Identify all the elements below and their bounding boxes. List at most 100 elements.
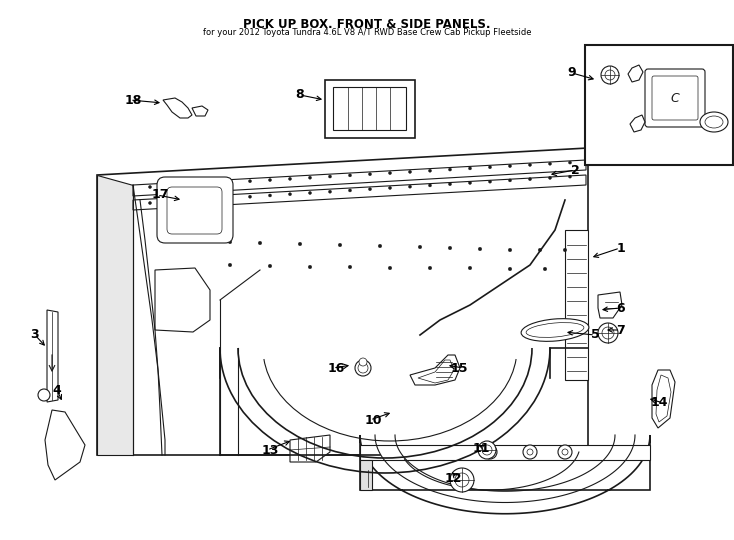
Circle shape: [543, 267, 547, 271]
Text: 18: 18: [125, 93, 142, 106]
Polygon shape: [360, 435, 650, 514]
Circle shape: [558, 445, 572, 459]
Circle shape: [338, 243, 342, 247]
Circle shape: [378, 244, 382, 248]
Circle shape: [148, 186, 151, 188]
Ellipse shape: [526, 322, 584, 338]
Polygon shape: [155, 268, 210, 332]
Circle shape: [249, 195, 252, 198]
Ellipse shape: [705, 116, 723, 128]
Text: 1: 1: [617, 241, 625, 254]
Circle shape: [308, 192, 311, 194]
Circle shape: [329, 175, 332, 178]
Circle shape: [228, 240, 232, 244]
Text: 14: 14: [650, 396, 668, 409]
Circle shape: [527, 449, 533, 455]
Circle shape: [509, 165, 512, 167]
Circle shape: [409, 185, 412, 188]
Ellipse shape: [700, 112, 728, 132]
Circle shape: [388, 172, 391, 174]
Circle shape: [487, 449, 493, 455]
Circle shape: [308, 265, 312, 269]
Circle shape: [528, 178, 531, 181]
Text: C: C: [671, 91, 680, 105]
Circle shape: [468, 181, 471, 184]
Circle shape: [605, 70, 615, 80]
Text: 15: 15: [451, 361, 468, 375]
Circle shape: [269, 194, 272, 197]
FancyBboxPatch shape: [652, 76, 698, 120]
Polygon shape: [290, 435, 330, 462]
Polygon shape: [163, 98, 192, 118]
Polygon shape: [47, 310, 58, 402]
Circle shape: [455, 473, 469, 487]
Circle shape: [601, 66, 619, 84]
Polygon shape: [418, 360, 454, 383]
Circle shape: [169, 200, 172, 203]
Polygon shape: [45, 410, 85, 480]
Text: 11: 11: [473, 442, 490, 455]
Circle shape: [228, 197, 231, 199]
Circle shape: [483, 445, 497, 459]
Circle shape: [349, 174, 352, 177]
Text: 12: 12: [445, 471, 462, 484]
Text: 5: 5: [592, 328, 600, 341]
Circle shape: [359, 358, 367, 366]
Ellipse shape: [521, 319, 589, 341]
Circle shape: [478, 441, 496, 459]
Circle shape: [548, 162, 551, 165]
Polygon shape: [360, 445, 650, 460]
Text: 16: 16: [328, 361, 346, 375]
Polygon shape: [656, 375, 671, 422]
Text: 8: 8: [295, 89, 304, 102]
Text: 3: 3: [30, 328, 39, 341]
Text: 9: 9: [567, 66, 575, 79]
Circle shape: [258, 241, 262, 245]
Polygon shape: [565, 230, 588, 380]
Circle shape: [368, 188, 371, 191]
Circle shape: [38, 389, 50, 401]
Circle shape: [489, 166, 492, 168]
FancyBboxPatch shape: [325, 80, 415, 138]
Polygon shape: [630, 115, 645, 132]
Circle shape: [468, 167, 471, 170]
Circle shape: [358, 363, 368, 373]
Circle shape: [189, 183, 192, 186]
Circle shape: [429, 169, 432, 172]
Text: 4: 4: [52, 383, 61, 396]
Circle shape: [288, 193, 291, 195]
FancyBboxPatch shape: [585, 45, 733, 165]
Circle shape: [508, 248, 512, 252]
FancyBboxPatch shape: [167, 187, 222, 234]
Circle shape: [468, 266, 472, 270]
Circle shape: [228, 263, 232, 267]
Polygon shape: [410, 355, 460, 385]
Circle shape: [329, 190, 332, 193]
Circle shape: [448, 168, 451, 171]
Circle shape: [269, 179, 272, 181]
Text: 7: 7: [617, 323, 625, 336]
Circle shape: [450, 468, 474, 492]
Polygon shape: [97, 148, 588, 455]
Circle shape: [509, 179, 512, 182]
Polygon shape: [652, 370, 675, 428]
Text: 10: 10: [365, 414, 382, 427]
Polygon shape: [97, 175, 133, 455]
Text: 17: 17: [152, 188, 170, 201]
Circle shape: [548, 177, 551, 179]
Circle shape: [562, 449, 568, 455]
Circle shape: [288, 177, 291, 180]
Circle shape: [249, 180, 252, 183]
Polygon shape: [133, 160, 586, 196]
Polygon shape: [628, 65, 643, 82]
Circle shape: [528, 164, 531, 166]
Circle shape: [228, 181, 231, 184]
Circle shape: [308, 176, 311, 179]
Polygon shape: [192, 106, 208, 116]
Circle shape: [538, 248, 542, 252]
Circle shape: [448, 246, 452, 250]
Text: PICK UP BOX. FRONT & SIDE PANELS.: PICK UP BOX. FRONT & SIDE PANELS.: [243, 18, 491, 31]
Text: 2: 2: [571, 164, 580, 177]
Circle shape: [409, 171, 412, 173]
Text: 13: 13: [262, 443, 280, 456]
